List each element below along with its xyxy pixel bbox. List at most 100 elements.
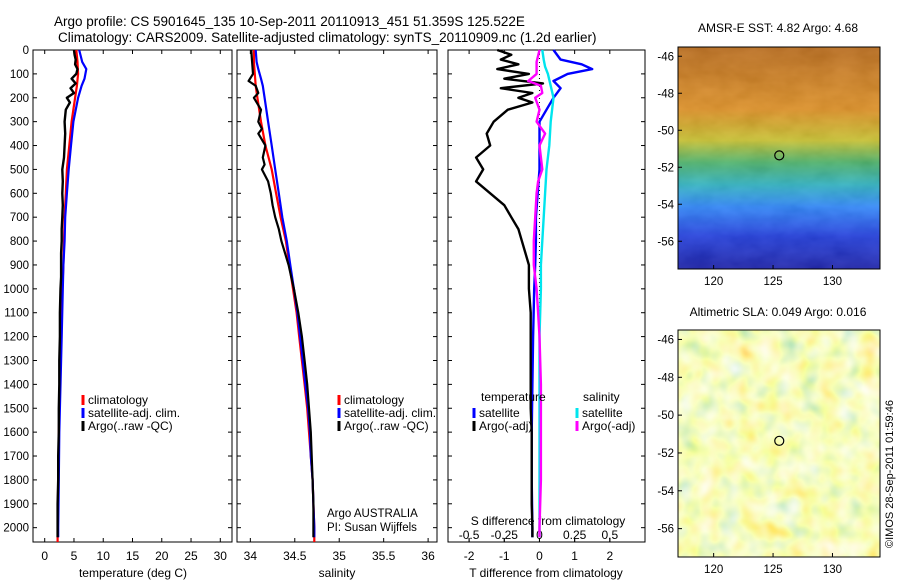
diff-legend-temperature-header: temperature: [481, 390, 546, 404]
temp-xtick-label: 15: [126, 549, 140, 563]
sst-title: AMSR-E SST: 4.82 Argo: 4.68: [698, 21, 858, 35]
temp-xtick-label: 5: [71, 549, 78, 563]
sla-xtick-label: 125: [763, 564, 782, 576]
diff-x2tick-label: -0.25: [491, 528, 519, 542]
diff-temp-legend-label: Argo(-adj): [479, 419, 532, 433]
difference-panel: -2 -1 0 1 2-0.5 -0.25 0 0.25 0.5S difference fro…: [447, 48, 646, 580]
temp-ytick-label: 600: [10, 188, 29, 200]
temp-ytick-label: 2000: [3, 523, 29, 535]
sst-xtick-label: 120: [704, 276, 723, 288]
sla-ytick-label: -48: [657, 372, 674, 384]
sst-panel: AMSR-E SST: 4.82 Argo: 4.68 -46 -48 -50 -52…: [657, 21, 881, 288]
sla-axes: -46 -48 -50 -52 -54 -56 120 125 130: [657, 329, 881, 576]
sal-annotation-line2: PI: Susan Wijffels: [327, 522, 417, 534]
sla-xtick-label: 120: [704, 564, 723, 576]
sla-ytick-label: -56: [657, 524, 674, 536]
diff-series-salinity-argo-adj-: [527, 49, 547, 538]
figure-title-line2: Climatology: CARS2009. Satellite-adjuste…: [58, 30, 597, 45]
imos-watermark: ©IMOS 28-Sep-2011 01:59:46: [884, 400, 896, 548]
diff-xlabel: T difference from climatology: [469, 566, 623, 580]
sla-field: [678, 330, 880, 557]
temp-series-argo-raw-qc-: [56, 49, 79, 538]
sal-legend-label: satellite-adj. clim.: [344, 406, 436, 420]
temp-ytick-label: 1100: [4, 308, 29, 320]
diff-x2tick-label: -0.5: [459, 528, 480, 542]
diff-xtick-label: 2: [606, 549, 613, 563]
sal-annotation-line1: Argo AUSTRALIA: [327, 508, 418, 520]
sla-panel: Altimetric SLA: 0.049 Argo: 0.016 -46 -48…: [657, 305, 881, 576]
sst-ytick-label: -52: [657, 162, 674, 174]
temp-xtick-label: 20: [155, 549, 169, 563]
diff-temp-legend-label: satellite: [479, 406, 520, 420]
temp-ytick-label: 300: [10, 117, 29, 129]
salinity-panel: 34 34.5 35 35.5 36 climatologysatellite-adj. …: [236, 49, 438, 580]
temp-ytick-label: 1900: [3, 499, 29, 511]
diff-sal-legend-label: satellite: [582, 406, 623, 420]
temp-ytick-label: 200: [10, 93, 29, 105]
sla-ytick-label: -52: [657, 448, 674, 460]
temp-xtick-label: 30: [214, 549, 228, 563]
sst-ytick-label: -46: [657, 51, 674, 63]
temp-legend-label: climatology: [88, 393, 148, 407]
sla-frame: [677, 329, 881, 558]
sst-xtick-label: 125: [763, 276, 782, 288]
temp-ytick-label: 1700: [3, 451, 29, 463]
sst-ytick-label: -54: [657, 199, 674, 211]
sla-title: Altimetric SLA: 0.049 Argo: 0.016: [690, 305, 867, 319]
sla-xtick-label: 130: [823, 564, 842, 576]
diff-frame: [447, 49, 646, 543]
sst-ytick-label: -56: [657, 236, 674, 248]
diff-x2tick-label: 0.5: [601, 528, 618, 542]
diff-xtick-label: -1: [499, 549, 510, 563]
temp-ytick-label: 1300: [3, 355, 29, 367]
diff-xtick-label: 0: [536, 549, 543, 563]
temp-xtick-label: 10: [97, 549, 111, 563]
sla-argo-marker: [774, 435, 785, 446]
sst-frame: [677, 46, 881, 270]
sla-ytick-label: -50: [657, 410, 674, 422]
diff-x2label: S difference from climatology: [471, 514, 626, 528]
sal-xtick-label: 36: [421, 549, 435, 563]
temp-ytick-label: 800: [10, 236, 29, 248]
diff-sal-legend-label: Argo(-adj): [582, 419, 635, 433]
temp-series-satellite-adj-clim-: [57, 49, 88, 538]
sal-xlabel: salinity: [319, 566, 356, 580]
sst-argo-marker: [774, 150, 785, 161]
temp-xlabel: temperature (deg C): [79, 566, 187, 580]
temp-ytick-label: 1400: [3, 379, 29, 391]
temp-ytick-label: 700: [10, 212, 29, 224]
temperature-panel: 0100200300400500600700800900100011001200…: [3, 45, 233, 580]
sal-legend-label: Argo(..raw -QC): [344, 419, 429, 433]
sst-ytick-label: -50: [657, 125, 674, 137]
temp-ytick-label: 1000: [3, 284, 29, 296]
figure-title-line1: Argo profile: CS 5901645_135 10-Sep-2011…: [54, 14, 525, 29]
sst-xtick-label: 130: [823, 276, 842, 288]
temp-ytick-label: 1200: [3, 332, 29, 344]
temp-xtick-label: 0: [41, 549, 48, 563]
sst-field-texture: [678, 47, 880, 269]
temp-ytick-label: 400: [10, 141, 29, 153]
sst-axes: -46 -48 -50 -52 -54 -56 120 125 130: [657, 46, 881, 288]
sla-ytick-label: -46: [657, 334, 674, 346]
diff-x2tick-label: 0.25: [563, 528, 587, 542]
temp-ytick-label: 1800: [3, 475, 29, 487]
diff-series-temperature-satellite: [530, 49, 594, 538]
sal-xtick-label: 35: [333, 549, 347, 563]
sla-ytick-label: -54: [657, 486, 674, 498]
temp-ytick-label: 900: [10, 260, 29, 272]
diff-xtick-label: -2: [464, 549, 475, 563]
temp-ytick-label: 1500: [3, 403, 29, 415]
temp-ytick-label: 100: [10, 69, 29, 81]
sal-legend-label: climatology: [344, 393, 404, 407]
temp-ytick-label: 0: [23, 45, 29, 57]
sal-xtick-label: 34: [244, 549, 258, 563]
sst-ytick-label: -48: [657, 88, 674, 100]
sal-series-satellite-adj-clim-: [254, 49, 316, 538]
diff-series-salinity-satellite: [538, 49, 555, 538]
sal-xtick-label: 35.5: [372, 549, 396, 563]
sal-series-argo-raw-qc-: [247, 49, 315, 538]
temp-xtick-label: 25: [184, 549, 198, 563]
temp-ytick-label: 1600: [3, 427, 29, 439]
diff-series-temperature-argo-adj-: [474, 48, 545, 538]
